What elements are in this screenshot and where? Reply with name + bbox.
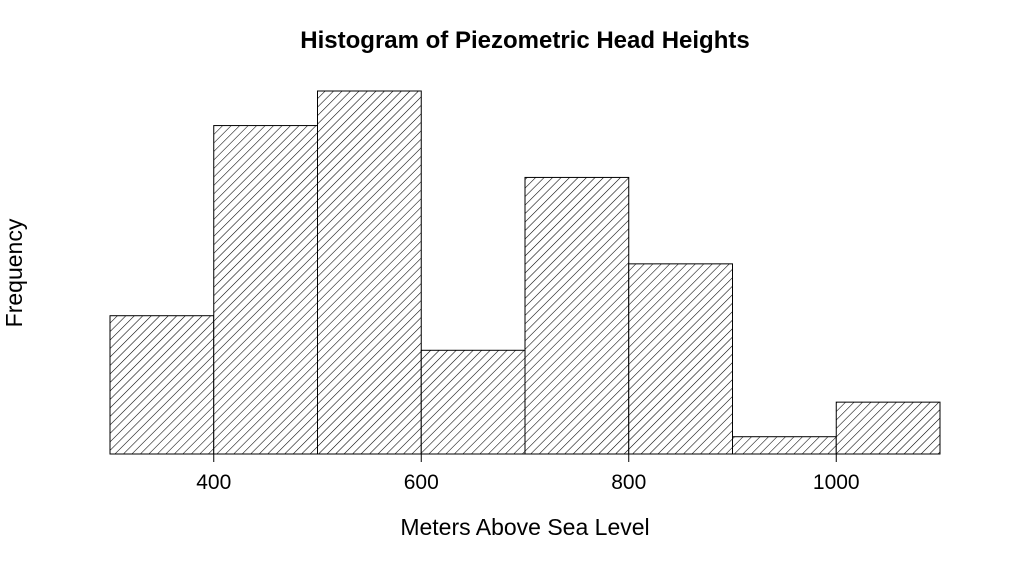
histogram-bar-7	[835, 401, 941, 455]
x-tick-label-1: 600	[404, 471, 439, 494]
x-axis-label: Meters Above Sea Level	[400, 514, 649, 540]
histogram-bar-6	[732, 436, 837, 455]
histogram-bar-4	[524, 176, 630, 455]
x-tick-label-2: 800	[611, 471, 646, 494]
x-tick-label-3: 1000	[813, 471, 860, 494]
histogram-bar-0	[109, 315, 215, 455]
x-axis: 400 600 800 1000	[196, 453, 860, 494]
x-tick-label-0: 400	[196, 471, 231, 494]
chart-title: Histogram of Piezometric Head Heights	[300, 27, 749, 54]
y-axis-label: Frequency	[1, 218, 27, 327]
bars-group	[109, 90, 941, 455]
histogram-bar-1	[213, 125, 318, 455]
histogram-bar-5	[628, 263, 733, 455]
x-ticks: 400 600 800 1000	[196, 454, 860, 494]
histogram-bar-3	[420, 349, 526, 455]
histogram-bar-2	[317, 90, 422, 455]
